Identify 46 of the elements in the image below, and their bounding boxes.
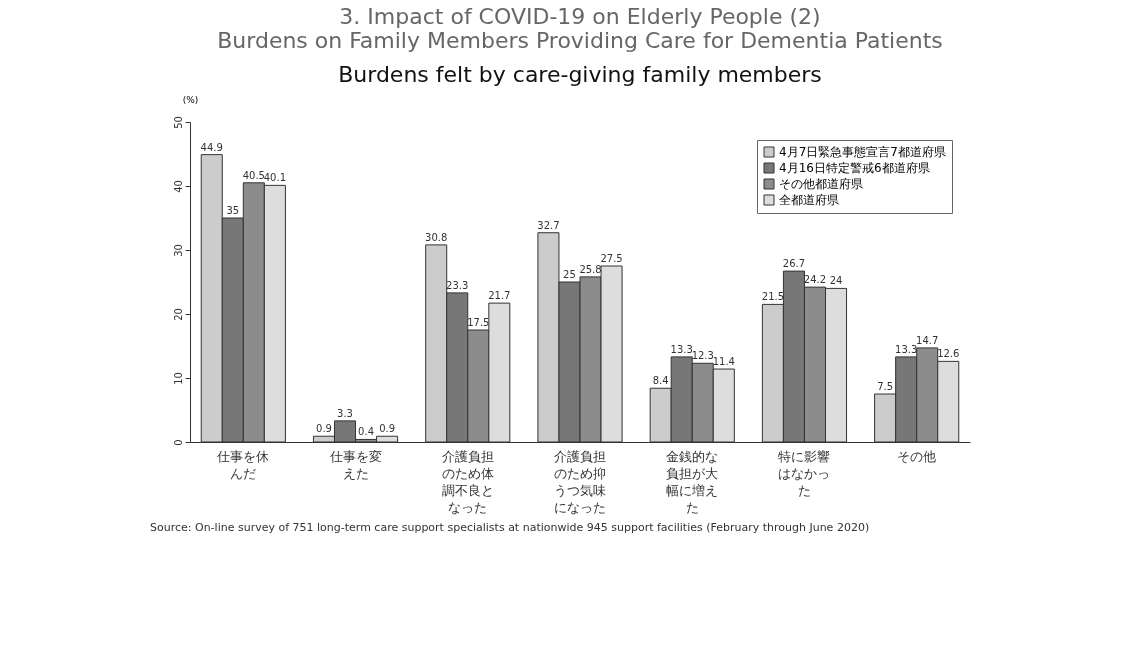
data-label: 0.9 xyxy=(316,423,332,435)
data-label: 0.9 xyxy=(379,423,396,435)
y-axis-title: (%) xyxy=(182,94,199,105)
x-tick-label: 金銭的な負担が大幅に増えた xyxy=(666,448,719,515)
data-label: 3.3 xyxy=(337,407,353,419)
text: 3. Impact of COVID-19 on Elderly People (2) xyxy=(339,4,821,29)
data-label: 30.8 xyxy=(425,231,448,243)
data-label: 25.8 xyxy=(579,263,602,275)
data-label: 14.7 xyxy=(916,334,939,346)
y-tick-label: 20 xyxy=(172,308,184,321)
source-note: Source: On-line survey of 751 long-term care support specialists at nationwide 945 support facilities (February through June 2020) xyxy=(150,521,870,534)
chart-subtitle: Burdens felt by care-giving family members xyxy=(338,62,822,87)
data-label: 12.6 xyxy=(937,348,960,360)
x-tick-label: 特に影響はなかった xyxy=(778,448,831,498)
data-label: 13.3 xyxy=(895,343,918,355)
data-label: 25 xyxy=(563,269,576,280)
data-label: 13.3 xyxy=(670,343,693,355)
x-tick-label: 仕事を変えた xyxy=(328,448,382,481)
x-tick-label: 介護負担のため体調不良となった xyxy=(441,448,494,515)
data-label: 40.1 xyxy=(263,172,287,184)
data-label: 32.7 xyxy=(537,219,560,231)
data-label: 24 xyxy=(829,275,843,287)
data-label: 27.5 xyxy=(600,253,623,264)
data-label: 21.7 xyxy=(488,290,511,302)
data-label: 0.4 xyxy=(358,426,375,438)
data-label: 12.3 xyxy=(691,350,714,362)
legend-label: その他都道府県 xyxy=(779,177,863,191)
legend-label: 4月16日特定警戒6都道府県 xyxy=(779,161,930,175)
legend-label: 4月7日緊急事態宣言7都道府県 xyxy=(779,145,946,159)
y-tick-label: 40 xyxy=(172,180,184,193)
data-label: 26.7 xyxy=(782,258,806,270)
data-label: 44.9 xyxy=(200,141,223,153)
x-tick-label: 仕事を休んだ xyxy=(216,448,270,481)
y-tick-label: 10 xyxy=(172,372,184,385)
text: Burdens on Family Members Providing Care for Dementia Patients xyxy=(217,28,943,53)
data-label: 40.5 xyxy=(242,169,265,181)
x-tick-label: その他 xyxy=(897,448,937,464)
legend-label: 全都道府県 xyxy=(779,193,839,207)
x-tick-label: 介護負担のため抑うつ気味になった xyxy=(554,448,606,515)
data-label: 8.4 xyxy=(652,375,669,387)
data-label: 7.5 xyxy=(877,381,894,392)
data-label: 11.4 xyxy=(712,356,735,368)
data-label: 35 xyxy=(226,205,240,216)
y-tick-label: 0 xyxy=(172,439,184,446)
y-tick-label: 50 xyxy=(172,116,184,129)
y-tick-label: 30 xyxy=(172,244,184,257)
